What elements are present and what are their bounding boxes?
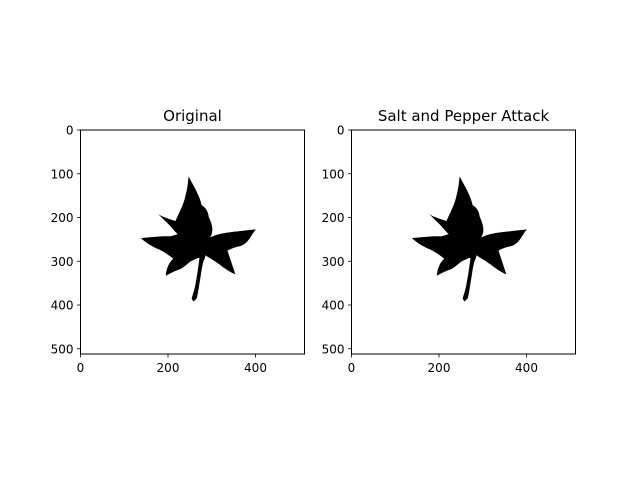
original-title: Original bbox=[163, 107, 222, 125]
original-xtick-label-0: 0 bbox=[77, 361, 85, 375]
attack-title: Salt and Pepper Attack bbox=[378, 107, 550, 125]
attack-panel: Salt and Pepper Attack 0 200 400 0 100 200 300 4… bbox=[322, 107, 576, 375]
attack-xtick-label-400: 400 bbox=[515, 361, 538, 375]
original-ytick-label-300: 300 bbox=[51, 255, 74, 269]
original-axes-frame bbox=[80, 129, 305, 355]
original-panel: Original 0 200 400 0 100 200 300 400 500 bbox=[51, 107, 305, 375]
attack-xtick-label-0: 0 bbox=[348, 361, 356, 375]
original-xtick-label-400: 400 bbox=[244, 361, 267, 375]
attack-axes-frame bbox=[351, 129, 576, 355]
attack-ytick-label-400: 400 bbox=[322, 299, 345, 313]
original-xtick-label-200: 200 bbox=[157, 361, 180, 375]
original-ytick-label-100: 100 bbox=[51, 167, 74, 181]
attack-xtick-label-200: 200 bbox=[428, 361, 451, 375]
attack-ytick-label-100: 100 bbox=[322, 167, 345, 181]
attack-ytick-label-200: 200 bbox=[322, 211, 345, 225]
original-ytick-label-500: 500 bbox=[51, 342, 74, 356]
attack-ytick-label-500: 500 bbox=[322, 342, 345, 356]
attack-ytick-label-300: 300 bbox=[322, 255, 345, 269]
original-ytick-label-200: 200 bbox=[51, 211, 74, 225]
original-ytick-label-0: 0 bbox=[66, 124, 74, 138]
attack-ytick-label-0: 0 bbox=[337, 124, 345, 138]
original-ytick-label-400: 400 bbox=[51, 299, 74, 313]
